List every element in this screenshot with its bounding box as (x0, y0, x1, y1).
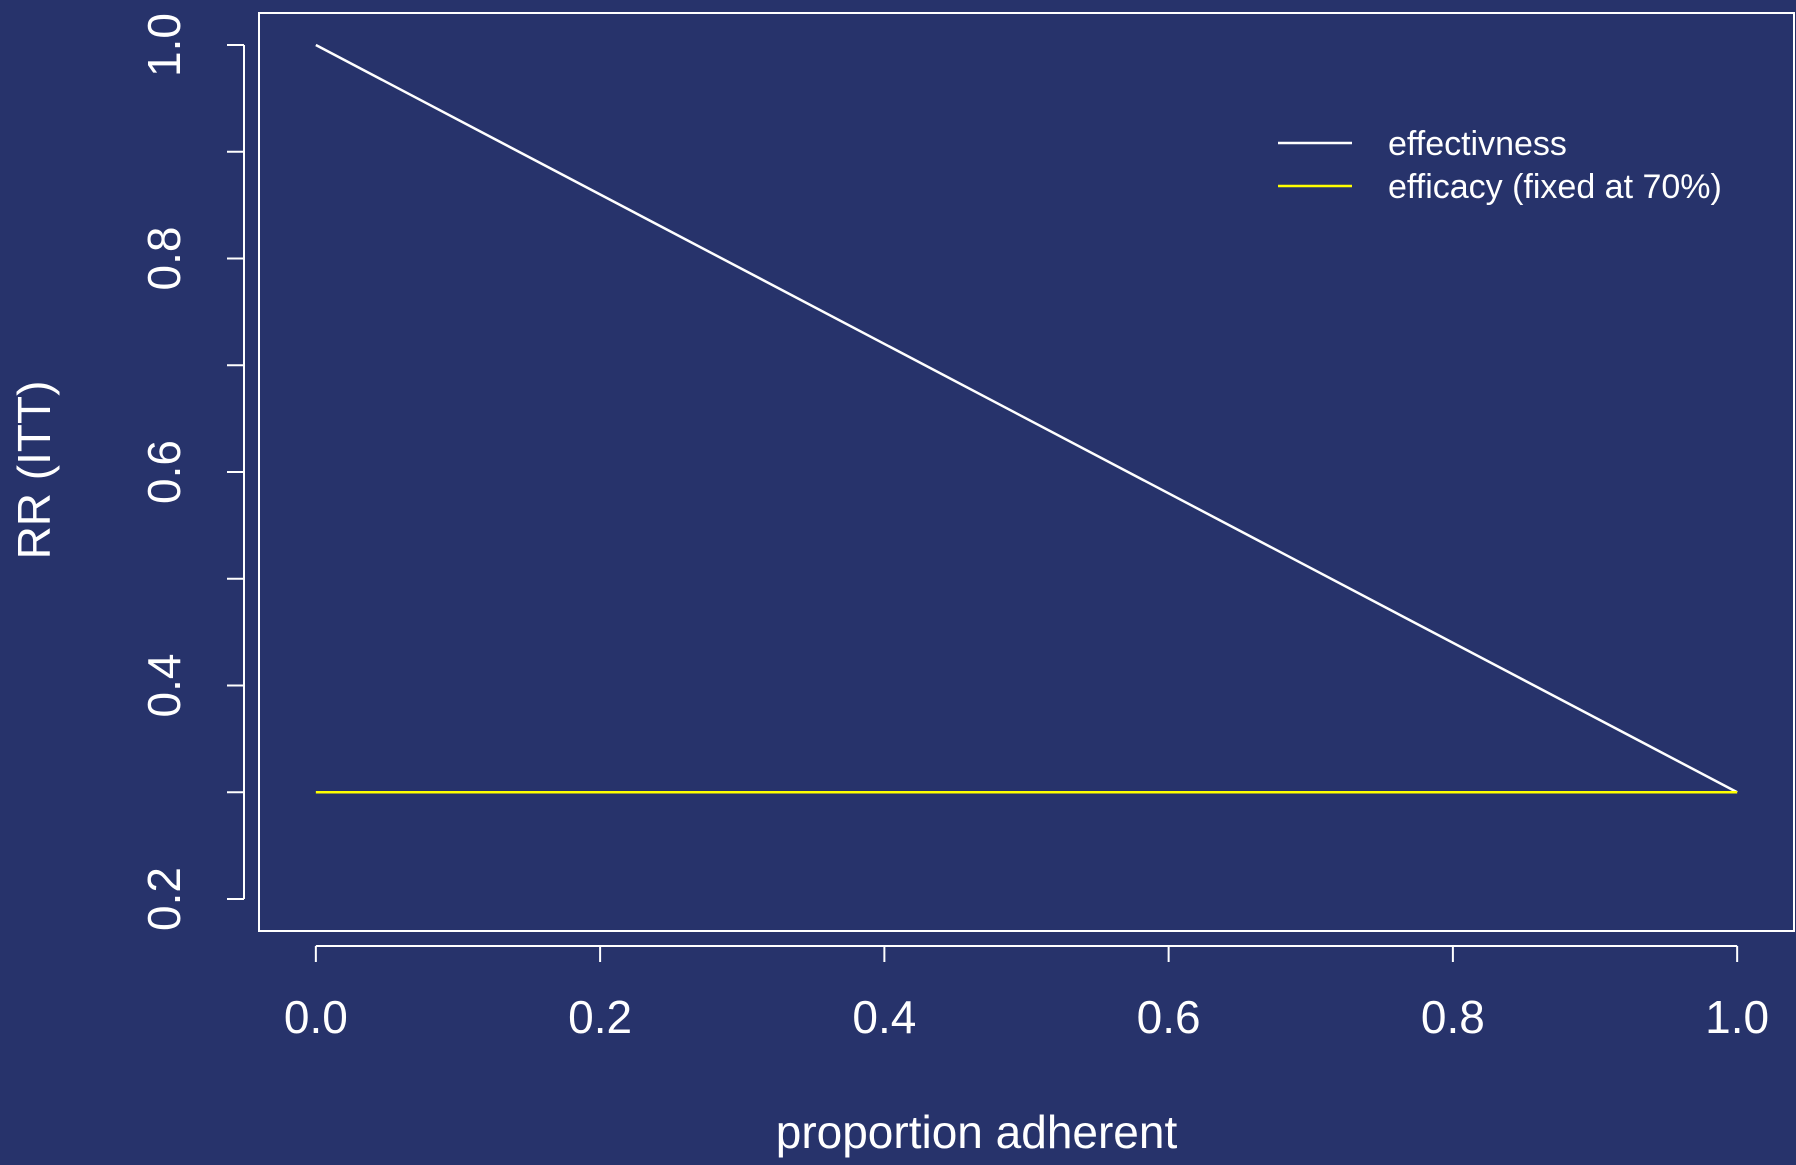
y-tick-label: 0.8 (138, 227, 190, 291)
y-tick-label: 0.2 (138, 867, 190, 931)
plot-frame (258, 12, 1795, 932)
x-tick-label: 0.8 (1421, 991, 1485, 1043)
x-tick-label: 0.4 (852, 991, 916, 1043)
legend-label: effectivness (1388, 125, 1567, 163)
x-tick-label: 0.6 (1137, 991, 1201, 1043)
x-tick-label: 0.2 (568, 991, 632, 1043)
y-axis-title: RR (ITT) (8, 381, 60, 560)
series-line-effectiveness (315, 43, 1738, 794)
legend-label: efficacy (fixed at 70%) (1388, 168, 1722, 206)
y-tick-label: 1.0 (138, 13, 190, 77)
y-tick-label: 0.6 (138, 440, 190, 504)
x-tick-label: 0.0 (284, 991, 348, 1043)
x-axis-title: proportion adherent (776, 1106, 1178, 1158)
x-tick-label: 1.0 (1705, 991, 1769, 1043)
y-tick-label: 0.4 (138, 654, 190, 718)
